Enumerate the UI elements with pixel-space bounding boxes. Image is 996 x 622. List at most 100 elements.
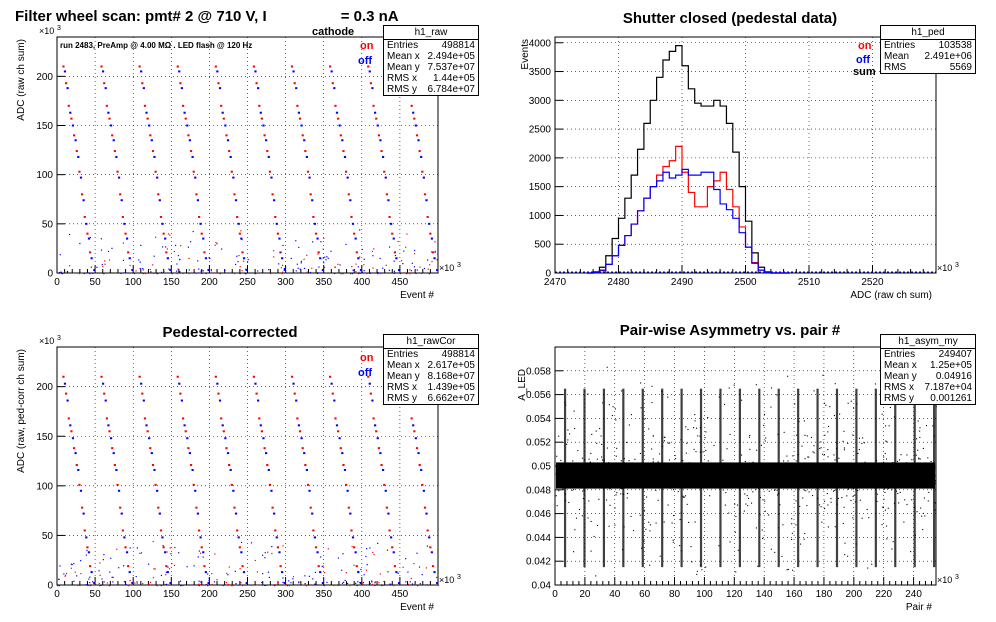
noise-point — [102, 265, 104, 268]
on-point — [73, 134, 76, 137]
asym-point — [614, 408, 616, 410]
asym-point — [795, 500, 797, 502]
noise-point — [274, 584, 276, 587]
asym-point — [764, 440, 766, 442]
asym-point — [587, 393, 589, 395]
asym-point — [784, 467, 786, 469]
on-point — [290, 65, 294, 68]
asym-point — [694, 414, 696, 416]
noise-point — [169, 547, 171, 549]
on-point — [83, 215, 86, 218]
asym-point — [777, 474, 779, 476]
asym-point — [920, 507, 922, 509]
off-point — [376, 437, 379, 440]
asym-point — [608, 525, 610, 527]
noise-point — [346, 582, 349, 585]
asym-point — [853, 407, 855, 409]
on-point — [410, 417, 413, 420]
off-point — [85, 222, 88, 225]
on-point — [217, 82, 220, 85]
on-point — [176, 65, 179, 68]
noise-point — [108, 259, 111, 261]
noise-point — [267, 571, 270, 573]
asym-point — [923, 497, 925, 499]
asym-point — [711, 475, 713, 477]
asym-point — [888, 476, 890, 478]
noise-point — [409, 269, 411, 271]
on-point — [421, 170, 424, 173]
noise-point — [136, 581, 138, 583]
asym-point — [910, 475, 912, 477]
on-point — [138, 65, 141, 68]
off-point — [128, 571, 131, 574]
y-tick-label: 0.052 — [526, 438, 551, 449]
on-point — [317, 565, 320, 568]
noise-point — [206, 583, 208, 586]
asym-point — [935, 406, 937, 408]
x-tick-label: 2510 — [798, 277, 821, 288]
off-point — [71, 437, 75, 440]
asym-point — [611, 414, 613, 417]
noise-point — [200, 581, 202, 583]
off-point — [275, 536, 278, 539]
noise-point — [325, 259, 327, 261]
noise-point — [100, 584, 102, 586]
on-point — [274, 529, 277, 532]
spike — [661, 388, 664, 568]
asym-point — [562, 488, 564, 490]
on-point — [355, 565, 358, 568]
noise-point — [240, 541, 243, 544]
noise-point — [365, 569, 367, 571]
noise-point — [434, 251, 436, 253]
asym-point — [600, 470, 602, 472]
asym-point — [623, 458, 625, 460]
noise-point — [116, 548, 118, 550]
on-point — [296, 104, 299, 107]
noise-point — [58, 584, 60, 587]
asym-point — [859, 476, 861, 478]
off-point — [245, 269, 248, 272]
off-point — [156, 176, 159, 179]
asym-point — [843, 506, 845, 508]
noise-point — [410, 577, 412, 580]
asym-point — [904, 472, 907, 474]
asym-point — [850, 400, 852, 402]
noise-point — [104, 263, 106, 265]
asym-point — [721, 473, 723, 475]
on-point — [203, 565, 206, 568]
noise-point — [188, 272, 190, 275]
asym-point — [696, 573, 698, 575]
asym-point — [645, 528, 647, 530]
on-point — [274, 215, 277, 218]
stats-title: h1_raw — [384, 26, 478, 40]
noise-point — [369, 271, 371, 274]
asym-point — [571, 468, 573, 470]
noise-point — [222, 584, 224, 587]
on-point — [383, 170, 386, 173]
noise-point — [174, 546, 176, 549]
on-point — [367, 375, 370, 378]
off-point — [161, 536, 164, 539]
noise-point — [279, 252, 281, 254]
noise-point — [101, 578, 103, 580]
noise-point — [390, 583, 392, 585]
asym-point — [665, 472, 667, 474]
on-point — [347, 193, 350, 196]
on-point — [121, 529, 124, 532]
asym-point — [787, 375, 789, 377]
asym-point — [891, 489, 893, 491]
noise-point — [281, 271, 284, 273]
noise-point — [140, 268, 142, 270]
x-tick-label: 60 — [639, 589, 651, 600]
asym-point — [861, 517, 863, 519]
noise-point — [373, 248, 375, 250]
noise-point — [274, 584, 276, 586]
noise-point — [297, 267, 299, 269]
asym-point — [844, 542, 846, 544]
noise-point — [133, 581, 135, 583]
asym-point — [651, 448, 653, 450]
on-point — [181, 417, 185, 420]
asym-point — [899, 491, 901, 493]
y-tick-label: 50 — [42, 219, 54, 230]
